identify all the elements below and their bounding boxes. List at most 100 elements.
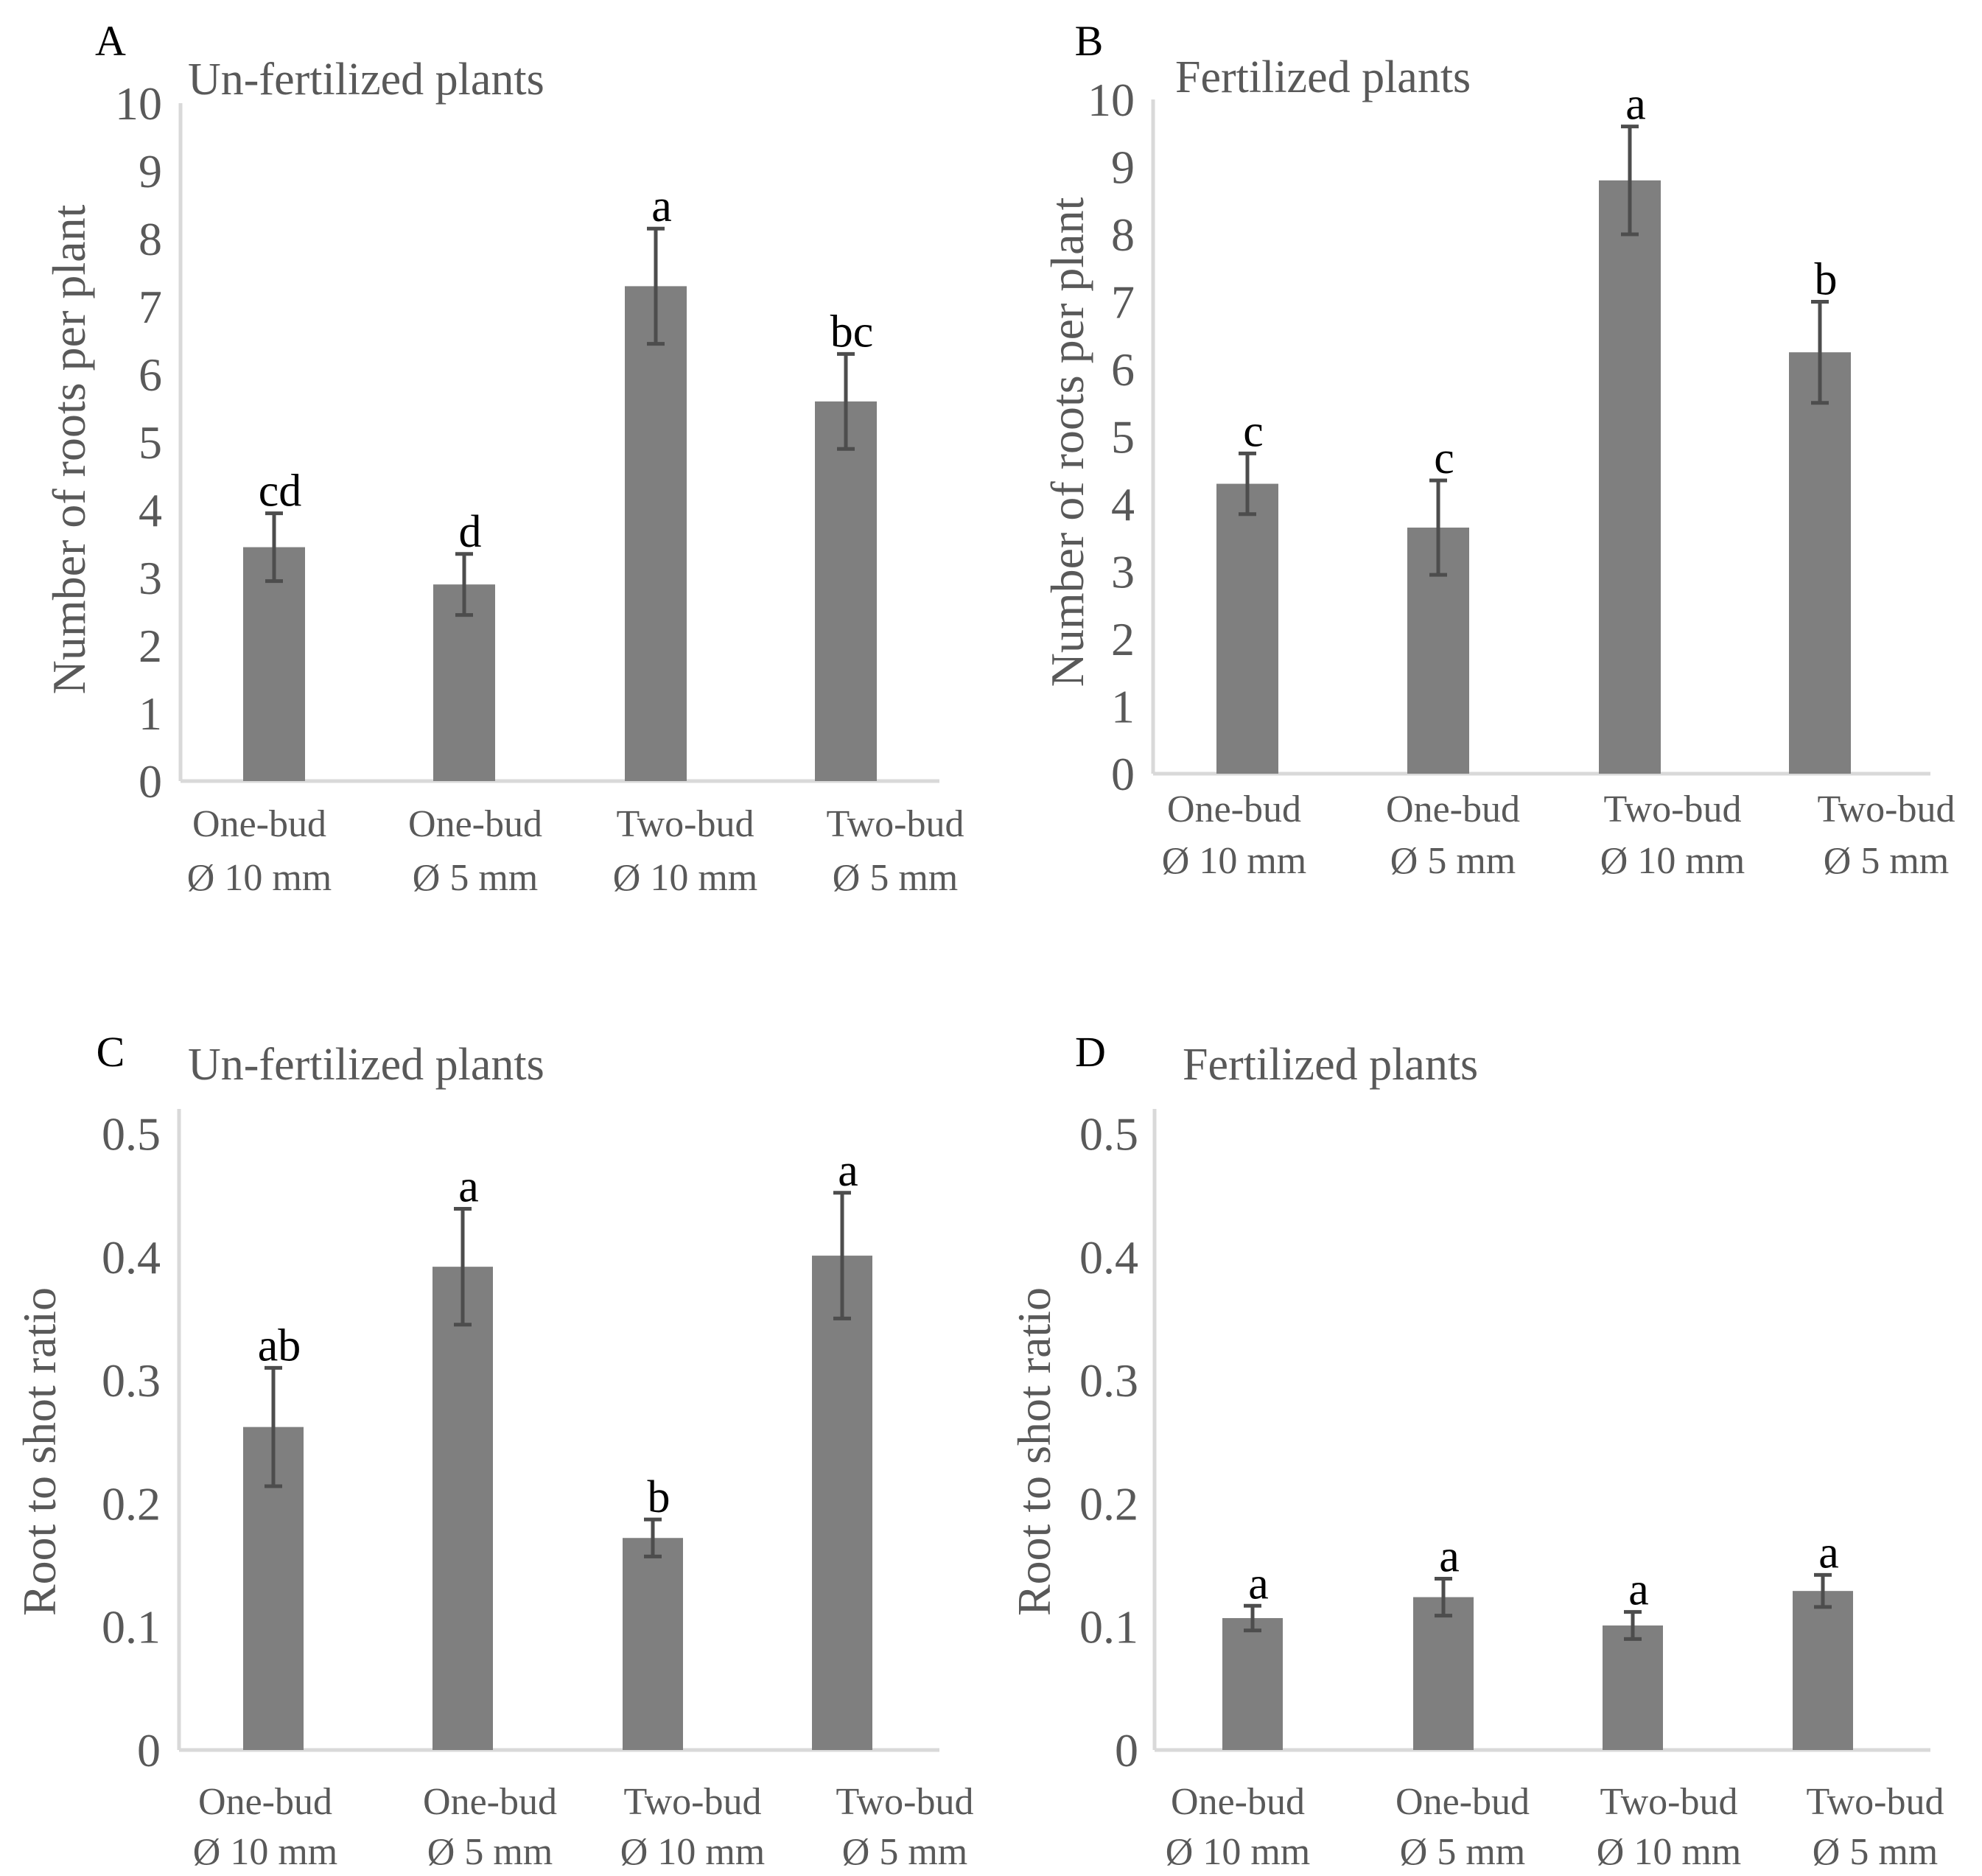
- chart-title: Fertilized plants: [1175, 52, 1471, 102]
- x-tick-sublabel: Ø 5 mm: [1813, 1831, 1938, 1873]
- y-tick-label: 1: [139, 687, 162, 740]
- y-tick-label: 2: [1111, 613, 1135, 665]
- x-tick-sublabel: Ø 5 mm: [1400, 1831, 1525, 1873]
- x-tick-label: One-bud: [1386, 788, 1520, 830]
- x-tick-label: Two-bud: [1817, 788, 1955, 830]
- x-tick-label: Two-bud: [1603, 788, 1741, 830]
- x-tick-sublabel: Ø 10 mm: [613, 857, 757, 899]
- y-tick-label: 0.2: [102, 1477, 161, 1530]
- panel-a: A Un-fertilized plants Number of roots per…: [43, 17, 964, 899]
- x-tick-sublabel: Ø 10 mm: [187, 857, 332, 899]
- y-tick-label: 4: [1111, 478, 1135, 531]
- significance-label: c: [1434, 433, 1454, 483]
- significance-label: a: [1628, 1565, 1649, 1615]
- bar: [623, 1538, 683, 1750]
- y-tick-label: 0.2: [1079, 1477, 1138, 1530]
- y-axis-label: Root to shot ratio: [1008, 1287, 1060, 1616]
- x-tick-sublabel: Ø 10 mm: [1597, 1831, 1741, 1873]
- significance-label: a: [1625, 80, 1646, 130]
- x-tick-label: Two-bud: [623, 1781, 761, 1823]
- y-tick-label: 0.5: [1079, 1107, 1138, 1160]
- y-tick-label: 0.1: [102, 1601, 161, 1653]
- bar: [243, 547, 305, 781]
- x-tick-sublabel: Ø 5 mm: [833, 857, 958, 899]
- x-tick-label: Two-bud: [836, 1781, 973, 1823]
- y-axis-label: Number of roots per plant: [1041, 197, 1093, 687]
- x-tick-label: Two-bud: [616, 803, 754, 845]
- x-tick-sublabel: Ø 10 mm: [620, 1831, 765, 1873]
- x-tick-sublabel: Ø 10 mm: [1166, 1831, 1310, 1873]
- bar: [433, 1267, 493, 1750]
- y-tick-label: 2: [139, 620, 162, 672]
- bar: [1599, 180, 1661, 774]
- y-tick-label: 7: [139, 281, 162, 333]
- y-tick-label: 4: [139, 484, 162, 536]
- y-tick-label: 10: [1088, 74, 1135, 126]
- bar: [625, 286, 687, 781]
- panel-letter: B: [1075, 17, 1104, 65]
- x-tick-label: One-bud: [423, 1781, 557, 1823]
- y-axis-label: Root to shot ratio: [13, 1287, 66, 1616]
- y-tick-label: 0.1: [1079, 1601, 1138, 1653]
- bar: [1216, 483, 1278, 774]
- y-tick-label: 0.5: [102, 1107, 161, 1160]
- y-tick-label: 0.3: [1079, 1354, 1138, 1407]
- bar: [1603, 1625, 1663, 1750]
- bar: [1222, 1617, 1283, 1750]
- bar: [1413, 1597, 1474, 1750]
- y-tick-label: 0.3: [102, 1354, 161, 1407]
- x-tick-sublabel: Ø 10 mm: [1162, 840, 1306, 882]
- y-tick-label: 0: [139, 755, 162, 808]
- y-tick-label: 1: [1111, 681, 1135, 733]
- x-tick-sublabel: Ø 5 mm: [842, 1831, 967, 1873]
- x-tick-label: Two-bud: [1600, 1781, 1737, 1823]
- bar: [1793, 1591, 1853, 1750]
- x-tick-label: One-bud: [198, 1781, 332, 1823]
- significance-label: c: [1243, 406, 1264, 456]
- y-axis-label: Number of roots per plant: [43, 204, 95, 694]
- chart-title: Un-fertilized plants: [188, 55, 544, 105]
- significance-label: ab: [258, 1320, 301, 1371]
- panel-letter: C: [97, 1028, 125, 1076]
- x-tick-label: One-bud: [192, 803, 326, 845]
- x-tick-sublabel: Ø 5 mm: [413, 857, 538, 899]
- significance-label: a: [838, 1146, 858, 1196]
- y-tick-label: 0: [137, 1724, 161, 1777]
- x-tick-label: One-bud: [1167, 788, 1301, 830]
- y-tick-label: 5: [1111, 411, 1135, 463]
- y-tick-label: 10: [115, 77, 162, 130]
- significance-label: b: [1815, 255, 1838, 305]
- panel-letter: D: [1075, 1028, 1106, 1076]
- x-tick-label: Two-bud: [826, 803, 964, 845]
- bar: [1789, 352, 1851, 774]
- x-tick-label: One-bud: [1171, 1781, 1305, 1823]
- y-tick-label: 3: [1111, 546, 1135, 598]
- y-tick-label: 3: [139, 552, 162, 604]
- y-tick-label: 7: [1111, 276, 1135, 329]
- y-tick-label: 5: [139, 416, 162, 469]
- chart-title: Un-fertilized plants: [188, 1040, 544, 1090]
- panel-letter: A: [95, 17, 126, 65]
- significance-label: b: [648, 1472, 670, 1522]
- y-tick-label: 6: [139, 349, 162, 401]
- x-tick-label: Two-bud: [1806, 1781, 1944, 1823]
- x-tick-label: One-bud: [408, 803, 542, 845]
- x-tick-sublabel: Ø 10 mm: [193, 1831, 337, 1873]
- significance-label: a: [651, 181, 672, 231]
- significance-label: a: [1439, 1531, 1460, 1581]
- panel-b: B Fertilized plants Number of roots per pl…: [1041, 17, 1955, 882]
- x-tick-sublabel: Ø 5 mm: [1824, 840, 1949, 882]
- y-tick-label: 9: [139, 145, 162, 197]
- significance-label: a: [458, 1162, 479, 1212]
- y-tick-label: 9: [1111, 141, 1135, 194]
- y-tick-label: 8: [1111, 209, 1135, 261]
- x-tick-label: One-bud: [1396, 1781, 1530, 1823]
- panel-c: C Un-fertilized plants Root to shot ratio 0…: [13, 1028, 974, 1873]
- y-tick-label: 8: [139, 213, 162, 265]
- y-tick-label: 0.4: [1079, 1231, 1138, 1284]
- y-tick-label: 6: [1111, 343, 1135, 396]
- significance-label: bc: [830, 307, 874, 357]
- significance-label: a: [1818, 1527, 1839, 1578]
- significance-label: a: [1248, 1558, 1269, 1609]
